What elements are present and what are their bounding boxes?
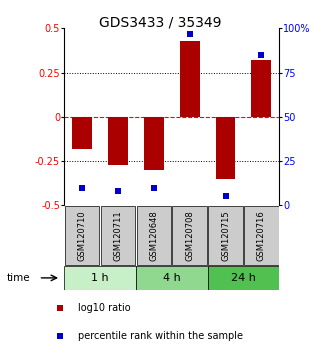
Bar xyxy=(251,60,271,117)
Text: 24 h: 24 h xyxy=(231,273,256,283)
Point xyxy=(266,190,271,196)
Point xyxy=(116,188,121,194)
Text: 4 h: 4 h xyxy=(163,273,181,283)
Point xyxy=(80,185,85,190)
Bar xyxy=(144,117,164,170)
Bar xyxy=(101,206,135,265)
Text: GSM120648: GSM120648 xyxy=(149,210,158,261)
Bar xyxy=(180,41,200,117)
Bar xyxy=(72,117,92,149)
Point xyxy=(223,194,228,199)
Point xyxy=(187,31,192,36)
Text: GSM120711: GSM120711 xyxy=(113,210,123,261)
Point xyxy=(259,52,264,58)
Bar xyxy=(216,117,235,179)
Point xyxy=(151,185,156,190)
Text: log10 ratio: log10 ratio xyxy=(78,303,131,313)
Bar xyxy=(136,266,208,290)
Bar xyxy=(208,266,279,290)
Bar xyxy=(64,266,136,290)
Text: GSM120708: GSM120708 xyxy=(185,210,194,261)
Bar xyxy=(208,206,243,265)
Text: GDS3433 / 35349: GDS3433 / 35349 xyxy=(99,16,222,30)
Bar xyxy=(137,206,171,265)
Bar xyxy=(108,117,128,165)
Bar xyxy=(244,206,279,265)
Text: percentile rank within the sample: percentile rank within the sample xyxy=(78,331,243,341)
Text: 1 h: 1 h xyxy=(91,273,109,283)
Text: time: time xyxy=(6,273,30,283)
Text: GSM120710: GSM120710 xyxy=(78,210,87,261)
Text: GSM120716: GSM120716 xyxy=(257,210,266,261)
Bar xyxy=(65,206,99,265)
Bar xyxy=(172,206,207,265)
Text: GSM120715: GSM120715 xyxy=(221,210,230,261)
